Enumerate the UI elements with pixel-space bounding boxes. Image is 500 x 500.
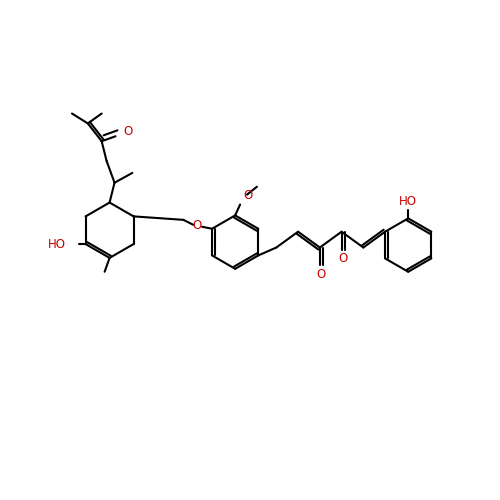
Text: HO: HO xyxy=(399,195,417,208)
Text: O: O xyxy=(124,125,132,138)
Text: O: O xyxy=(338,252,347,265)
Text: O: O xyxy=(316,268,326,280)
Text: O: O xyxy=(192,220,202,232)
Text: O: O xyxy=(243,189,252,202)
Text: HO: HO xyxy=(48,238,66,250)
